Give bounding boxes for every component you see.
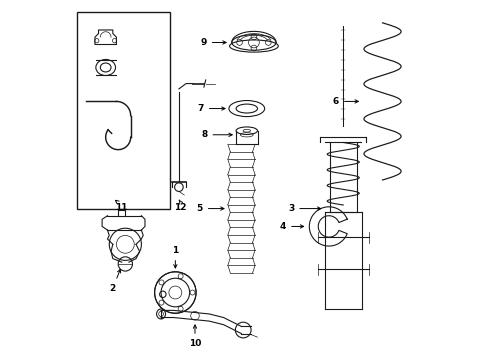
Text: 3: 3 bbox=[288, 204, 321, 213]
Text: 11: 11 bbox=[116, 203, 128, 212]
Text: 12: 12 bbox=[174, 203, 187, 212]
Bar bbox=[77, 12, 170, 208]
Text: 5: 5 bbox=[196, 204, 224, 213]
Text: 2: 2 bbox=[110, 269, 121, 293]
Text: 1: 1 bbox=[172, 246, 178, 268]
Text: 7: 7 bbox=[197, 104, 225, 113]
Text: 6: 6 bbox=[333, 97, 358, 106]
Text: 4: 4 bbox=[280, 222, 304, 231]
Text: 10: 10 bbox=[189, 325, 201, 348]
Text: 9: 9 bbox=[200, 38, 226, 47]
Text: 8: 8 bbox=[201, 130, 232, 139]
